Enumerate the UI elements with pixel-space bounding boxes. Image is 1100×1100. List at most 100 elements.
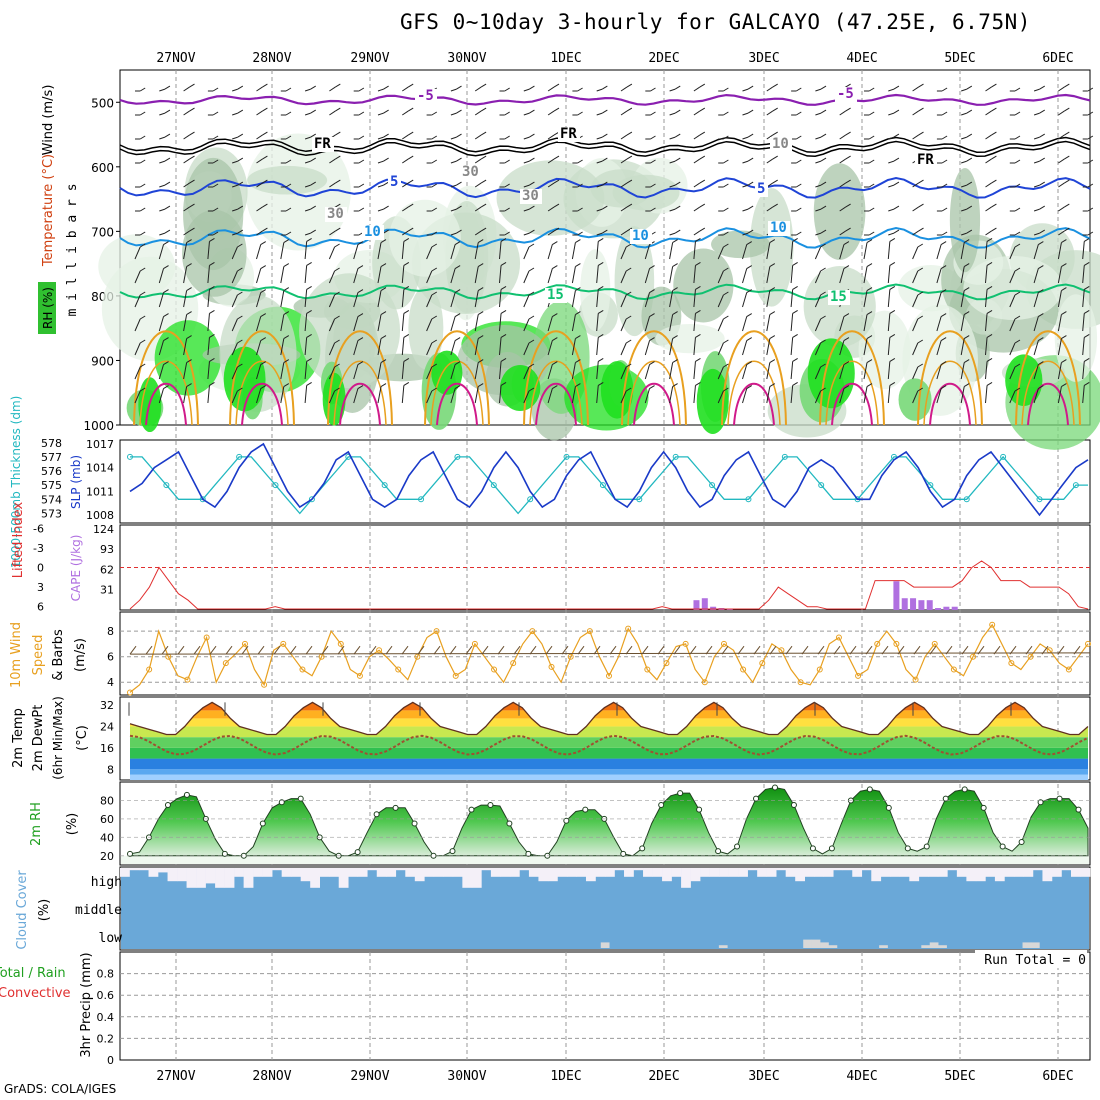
wind-barb-flag bbox=[1064, 107, 1070, 112]
wind10-barb bbox=[881, 645, 889, 655]
wind-barb bbox=[158, 292, 165, 308]
wind-barb-flag bbox=[456, 133, 462, 138]
wind10-line-marker bbox=[1027, 653, 1034, 660]
wind-barb bbox=[328, 270, 336, 284]
wind-barb-flag bbox=[1083, 357, 1090, 362]
wind-barb-flag bbox=[212, 111, 219, 116]
wind-barb bbox=[304, 241, 308, 260]
wind-barb-flag bbox=[845, 83, 851, 88]
wind10-barb bbox=[1025, 645, 1033, 655]
wind-barb-flag bbox=[893, 133, 900, 138]
cloud-high-gap bbox=[595, 868, 606, 877]
rh-bg bbox=[121, 855, 1089, 864]
wind-barb-flag bbox=[820, 291, 826, 296]
wind-barb-flag bbox=[917, 291, 924, 296]
wind-barb-flag bbox=[139, 363, 146, 368]
wind-barb-flag bbox=[602, 157, 608, 162]
rh-marker bbox=[1037, 799, 1044, 806]
wind-barb bbox=[839, 182, 846, 188]
wind-barb-flag bbox=[552, 241, 558, 245]
wind-barb bbox=[474, 158, 482, 164]
cloud-high-gap bbox=[747, 868, 758, 871]
wind10-line-marker bbox=[950, 666, 957, 673]
wind-barb bbox=[888, 112, 895, 116]
wind10-line-marker bbox=[874, 640, 881, 647]
wind-barb-flag bbox=[966, 133, 973, 138]
wind-barb-flag bbox=[456, 157, 462, 162]
wind-barb-flag bbox=[454, 385, 461, 389]
thickness-line-marker bbox=[599, 482, 606, 489]
wind-barb bbox=[717, 294, 724, 308]
wind-barb bbox=[693, 230, 701, 236]
wind-barb bbox=[620, 390, 627, 404]
cloud-high-gap bbox=[490, 868, 501, 877]
wind10-barb bbox=[449, 645, 457, 655]
wind-barb-flag bbox=[991, 203, 997, 208]
rh-marker bbox=[715, 848, 722, 855]
cape-ytick-label: 31 bbox=[100, 584, 114, 597]
wind-barb-flag bbox=[769, 263, 776, 268]
wind-barb bbox=[256, 388, 262, 404]
date-label-bottom: 1DEC bbox=[550, 1069, 581, 1084]
wind-barb bbox=[450, 208, 457, 212]
wind-barb bbox=[596, 112, 603, 116]
wind-barb bbox=[329, 182, 336, 188]
isotherm-loop-magenta bbox=[929, 382, 971, 426]
wind-barb-flag bbox=[310, 205, 316, 210]
cloud-high-gap bbox=[795, 868, 806, 882]
wind-barb-flag bbox=[820, 181, 827, 186]
dewpoint-line bbox=[129, 734, 1089, 756]
wind-barb-flag bbox=[407, 155, 414, 160]
wind-barb bbox=[1009, 270, 1016, 284]
wind-barb-flag bbox=[820, 109, 827, 114]
wind-barb bbox=[523, 270, 530, 284]
wind-barb-flag bbox=[769, 359, 776, 364]
wind-barb-flag bbox=[986, 237, 993, 242]
wind-barb-flag bbox=[500, 237, 507, 242]
wind-barb-flag bbox=[335, 107, 341, 112]
wind-barb-flag bbox=[1083, 285, 1090, 290]
wind-barb bbox=[499, 385, 502, 404]
isotherm-loop-magenta bbox=[831, 382, 873, 426]
contour-label: 30 bbox=[522, 188, 539, 204]
wind-barb bbox=[426, 294, 433, 308]
wind-barb bbox=[402, 110, 409, 116]
cloud-high-gap bbox=[1004, 868, 1015, 877]
cloud-high-gap bbox=[329, 868, 340, 877]
wind-barb-flag bbox=[139, 111, 146, 116]
wind-barb bbox=[669, 266, 674, 284]
wind-barb bbox=[474, 110, 482, 116]
cloud-high-gap bbox=[842, 868, 853, 871]
cloud-high-gap bbox=[576, 868, 587, 877]
cloud-high-gap bbox=[215, 868, 225, 888]
wind-barb bbox=[231, 294, 238, 308]
wind-barb-flag bbox=[649, 337, 655, 341]
wind-barb bbox=[717, 270, 724, 284]
thickness-line-marker bbox=[672, 453, 679, 460]
cloud-high-gap bbox=[966, 868, 977, 882]
wind-barb-flag bbox=[477, 239, 484, 244]
wind-barb bbox=[499, 313, 502, 332]
wind-ytick-label: 6 bbox=[107, 651, 114, 664]
wind-barb bbox=[839, 158, 846, 164]
wind-barb bbox=[304, 136, 311, 140]
upper-temp-label: Temperature (°C) bbox=[41, 154, 56, 267]
wind10-line-marker bbox=[337, 640, 344, 647]
cloud-high-gap bbox=[519, 868, 530, 871]
wind-barb bbox=[353, 244, 359, 260]
wind-barb-flag bbox=[500, 381, 507, 386]
wind-barb bbox=[912, 182, 919, 188]
wind-barb-flag bbox=[991, 227, 997, 232]
date-label-top: 28NOV bbox=[252, 51, 291, 66]
wind-barb-flag bbox=[383, 133, 389, 138]
upper-ytick-label: 900 bbox=[91, 354, 114, 368]
cloud-ytick-label: low bbox=[99, 931, 123, 946]
wind-barb bbox=[912, 342, 919, 356]
wind-barb bbox=[742, 244, 748, 260]
wind-barb bbox=[402, 86, 409, 92]
wind-barb bbox=[742, 136, 749, 140]
wind-barb bbox=[620, 182, 628, 188]
wind-barb-flag bbox=[966, 229, 973, 234]
wind-barb bbox=[1058, 230, 1065, 236]
cloud-high-gap bbox=[671, 868, 682, 877]
